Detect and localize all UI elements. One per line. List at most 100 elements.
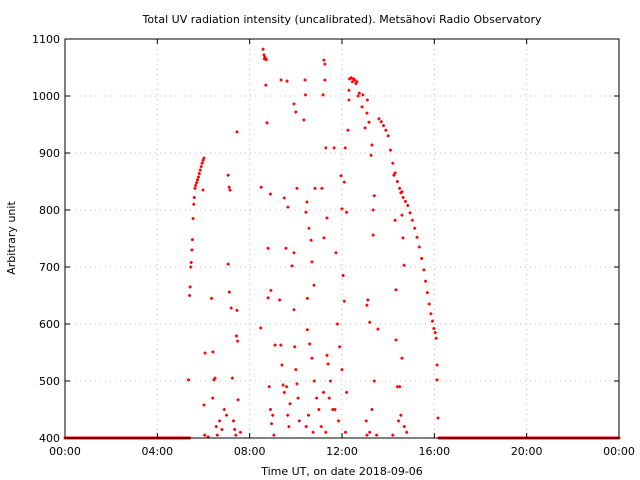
data-point: [235, 334, 239, 338]
data-point: [368, 320, 372, 324]
data-point: [192, 195, 196, 199]
data-point: [425, 291, 429, 295]
data-point: [202, 403, 206, 407]
data-point: [342, 180, 346, 184]
data-point: [332, 146, 336, 150]
data-point: [234, 433, 238, 437]
x-tick-label: 00:00: [603, 445, 635, 458]
data-point: [304, 93, 308, 97]
data-point: [266, 246, 270, 250]
data-point: [279, 78, 283, 82]
data-point: [218, 419, 222, 423]
data-point: [236, 398, 240, 402]
data-point: [422, 268, 426, 272]
x-axis-label: Time UT, on date 2018-09-06: [260, 465, 423, 478]
data-point: [357, 91, 361, 95]
data-point: [340, 207, 344, 211]
data-point: [235, 130, 239, 134]
data-point: [405, 430, 409, 434]
data-point: [328, 379, 332, 383]
y-tick-label: 900: [39, 147, 60, 160]
data-point: [268, 192, 272, 196]
data-point: [215, 433, 219, 437]
axis-ticks: 00:00 04:00 08:00 12:00 16:00 20:00 00:0040050…: [32, 33, 635, 458]
x-tick-label: 00:00: [49, 445, 81, 458]
data-point: [259, 185, 263, 189]
data-point: [312, 283, 316, 287]
y-axis-label: Arbitrary unit: [5, 201, 18, 275]
data-point: [315, 396, 319, 400]
data-point: [284, 246, 288, 250]
data-point: [189, 260, 193, 264]
data-point: [313, 186, 317, 190]
data-point: [398, 385, 402, 389]
data-point: [337, 419, 341, 423]
data-point: [201, 158, 205, 162]
data-point: [371, 208, 375, 212]
data-point: [304, 425, 308, 429]
data-point: [194, 183, 198, 187]
data-point: [297, 419, 301, 423]
data-point: [197, 172, 201, 176]
data-point: [386, 134, 390, 138]
data-point: [232, 419, 236, 423]
data-point: [394, 288, 398, 292]
data-point: [403, 199, 407, 203]
data-point: [347, 98, 351, 102]
data-point: [226, 173, 230, 177]
data-point: [296, 396, 300, 400]
data-point: [320, 186, 324, 190]
data-point: [365, 111, 369, 115]
data-point: [302, 118, 306, 122]
data-point: [322, 58, 326, 62]
data-point: [355, 80, 359, 84]
data-point: [360, 105, 364, 109]
data-point: [310, 260, 314, 264]
data-point: [295, 186, 299, 190]
data-points: [63, 47, 621, 440]
data-point: [311, 430, 315, 434]
y-tick-label: 1100: [32, 33, 60, 46]
data-point: [282, 390, 286, 394]
data-point: [338, 345, 342, 349]
data-point: [433, 331, 437, 335]
data-point: [189, 265, 193, 269]
data-point: [323, 78, 327, 82]
data-point: [371, 233, 375, 237]
data-point: [290, 264, 294, 268]
data-point: [343, 430, 347, 434]
data-point: [202, 156, 206, 160]
y-tick-label: 500: [39, 375, 60, 388]
data-point: [367, 120, 371, 124]
data-point: [294, 110, 298, 114]
data-point: [285, 79, 289, 83]
x-tick-label: 20:00: [511, 445, 543, 458]
data-point: [372, 194, 376, 198]
data-point: [379, 120, 383, 124]
data-point: [261, 47, 265, 51]
data-point: [267, 385, 271, 389]
data-point: [203, 433, 207, 437]
data-point: [347, 88, 351, 92]
data-point: [335, 322, 339, 326]
plot-frame: [64, 38, 620, 439]
data-point: [400, 356, 404, 360]
data-point: [292, 251, 296, 255]
y-tick-label: 800: [39, 204, 60, 217]
data-point: [430, 319, 434, 323]
data-point: [210, 296, 214, 300]
data-point: [434, 336, 438, 340]
data-point: [322, 390, 326, 394]
x-tick-label: 08:00: [234, 445, 266, 458]
data-point: [394, 338, 398, 342]
data-point: [436, 416, 440, 420]
data-point: [193, 186, 197, 190]
data-point: [324, 430, 328, 434]
data-point: [401, 236, 405, 240]
data-point: [402, 425, 406, 429]
data-point: [424, 279, 428, 283]
data-point: [199, 165, 203, 169]
data-point: [273, 343, 277, 347]
data-point: [429, 312, 433, 316]
data-point: [264, 83, 268, 87]
